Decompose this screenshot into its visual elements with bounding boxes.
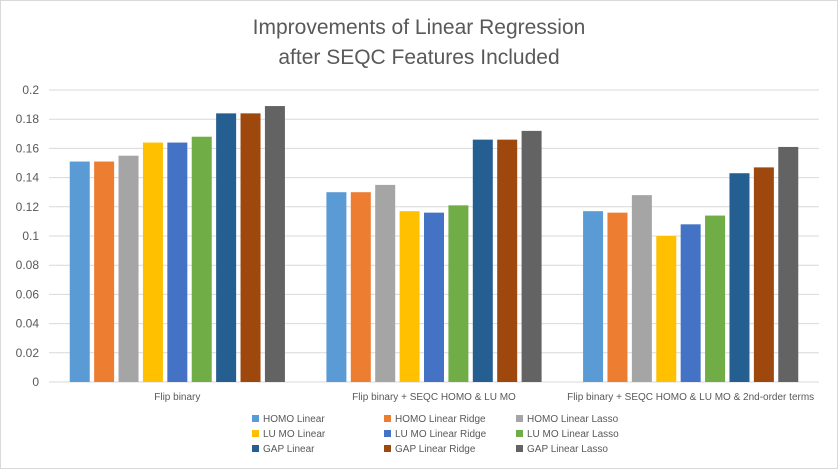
bar xyxy=(94,161,115,382)
legend-label: LU MO Linear xyxy=(263,429,326,440)
legend-label: HOMO Linear Ridge xyxy=(395,414,486,425)
bar xyxy=(69,161,90,382)
y-tick-label: 0.16 xyxy=(16,141,40,155)
y-tick-label: 0.08 xyxy=(16,258,40,272)
legend-swatch xyxy=(384,430,391,437)
legend-swatch xyxy=(252,430,259,437)
bar xyxy=(350,192,371,382)
legend-label: HOMO Linear xyxy=(263,414,325,425)
bar xyxy=(472,139,493,382)
y-tick-label: 0.1 xyxy=(22,229,39,243)
y-tick-label: 0.14 xyxy=(16,171,40,185)
bar xyxy=(142,142,163,382)
bar xyxy=(705,215,726,382)
bar xyxy=(118,155,139,382)
bar xyxy=(583,211,604,382)
y-tick-label: 0.18 xyxy=(16,112,40,126)
category-label: Flip binary + SEQC HOMO & LU MO xyxy=(352,392,516,403)
y-tick-label: 0.12 xyxy=(16,200,40,214)
bar xyxy=(656,236,677,382)
y-tick-label: 0.06 xyxy=(16,287,40,301)
legend-swatch xyxy=(252,415,259,422)
bar xyxy=(680,224,701,382)
legend-label: LU MO Linear Ridge xyxy=(395,429,487,440)
bar xyxy=(424,212,444,382)
bar xyxy=(521,130,542,382)
bar xyxy=(264,106,285,382)
legend-swatch xyxy=(516,445,523,452)
bar xyxy=(216,113,237,383)
bar xyxy=(240,113,261,383)
legend-label: HOMO Linear Lasso xyxy=(527,414,619,425)
bar xyxy=(778,146,799,382)
bar xyxy=(607,212,628,382)
legend-swatch xyxy=(384,445,391,452)
legend-swatch xyxy=(384,415,391,422)
y-tick-label: 0.02 xyxy=(16,346,40,360)
bar xyxy=(326,192,347,382)
bar xyxy=(375,184,396,382)
chart-title-line-1: Improvements of Linear Regression xyxy=(252,16,586,39)
category-label: Flip binary xyxy=(154,392,200,403)
legend-swatch xyxy=(516,430,523,437)
legend-label: GAP Linear xyxy=(263,444,315,455)
legend-swatch xyxy=(252,445,259,452)
bar xyxy=(729,173,750,382)
bar xyxy=(191,136,212,382)
bar xyxy=(448,205,469,382)
legend-label: LU MO Linear Lasso xyxy=(527,429,619,440)
category-label: Flip binary + SEQC HOMO & LU MO & 2nd-or… xyxy=(567,392,814,403)
y-tick-label: 0 xyxy=(32,375,39,389)
bar xyxy=(167,142,188,382)
legend-swatch xyxy=(516,415,523,422)
bar xyxy=(631,195,652,382)
bar xyxy=(753,167,774,382)
y-tick-label: 0.2 xyxy=(22,83,39,97)
legend-label: GAP Linear Lasso xyxy=(527,444,608,455)
bar xyxy=(497,139,518,382)
bar xyxy=(399,211,420,382)
chart-title-line-2: after SEQC Features Included xyxy=(278,46,560,69)
legend-label: GAP Linear Ridge xyxy=(395,444,476,455)
y-tick-label: 0.04 xyxy=(16,317,40,331)
